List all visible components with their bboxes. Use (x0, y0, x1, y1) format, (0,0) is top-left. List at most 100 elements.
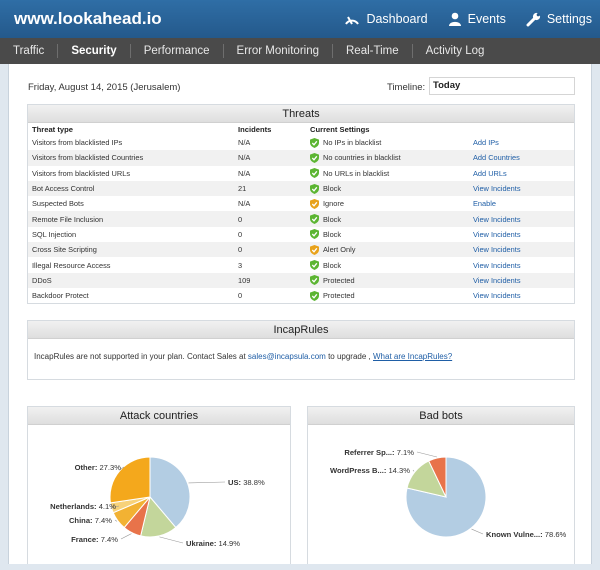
setting-cell: Protected (306, 272, 469, 288)
slice-leader-line (416, 451, 438, 458)
nav-events-label: Events (467, 12, 506, 26)
wrench-icon (526, 12, 540, 26)
incidents-cell: 21 (234, 180, 306, 197)
check-mark (311, 171, 318, 177)
site-domain[interactable]: www.lookahead.io (14, 9, 162, 28)
shield-icon (310, 168, 319, 179)
timeline-label: Timeline: (387, 82, 426, 93)
shield-icon (310, 275, 319, 286)
setting-cell: Ignore (306, 196, 469, 211)
action-cell: View Incidents (469, 257, 574, 272)
check-mark (311, 155, 318, 161)
slice-leader-line (120, 533, 132, 540)
threats-header-row: Threat type Incidents Current Settings (28, 123, 574, 135)
table-row: Visitors from blacklisted Countries N/A No… (28, 150, 574, 166)
what-are-incaprules-link[interactable]: What are IncapRules? (373, 352, 453, 361)
table-row: Bot Access Control 21 Block View Incidents (28, 180, 574, 197)
action-cell: View Incidents (469, 242, 574, 258)
threat-type-cell: Visitors from blacklisted IPs (32, 138, 123, 148)
action-link[interactable]: View Incidents (473, 291, 521, 301)
action-link[interactable]: Enable (473, 199, 497, 209)
slice-label: Known Vulne...: 78.6% (486, 530, 567, 539)
slice-label-value: 4.1% (97, 502, 117, 511)
action-link[interactable]: Add URLs (473, 168, 507, 178)
slice-leader-line (188, 481, 226, 484)
setting-wrapper: Block (310, 229, 469, 240)
shield-shape (310, 260, 319, 271)
nav-settings-label: Settings (546, 12, 592, 26)
shield-shape (310, 137, 319, 148)
slice-label: Netherlands: 4.1% (50, 502, 116, 511)
action-cell: Enable (469, 196, 574, 211)
timeline-select[interactable]: Today (429, 77, 575, 95)
sales-email-link[interactable]: sales@incapsula.com (247, 352, 326, 361)
tab-real-time[interactable]: Real-Time (333, 44, 413, 58)
action-link[interactable]: View Incidents (473, 245, 521, 255)
action-link[interactable]: View Incidents (473, 260, 521, 270)
slice-label-name: WordPress B...: (330, 466, 386, 475)
setting-cell: Block (306, 257, 469, 272)
attack-countries-panel: Attack countries US: 38.8% Ukraine: 14.9%… (27, 406, 291, 564)
table-row: Cross Site Scripting 0 Alert Only View Inci… (28, 242, 574, 258)
table-row: Backdoor Protect 0 Protected View Incidents (28, 288, 574, 303)
table-row: Suspected Bots N/A Ignore Enable (28, 196, 574, 211)
pie-slice[interactable] (428, 456, 447, 498)
setting-cell: No IPs in blacklist (306, 135, 469, 150)
action-cell: Add IPs (469, 135, 574, 150)
incidents-cell: 109 (234, 272, 306, 288)
threats-title: Threats (28, 105, 574, 123)
tab-error-monitoring[interactable]: Error Monitoring (224, 44, 333, 58)
pie-slice[interactable] (149, 456, 191, 529)
slice-label: France: 7.4% (71, 535, 118, 544)
slice-label: US: 38.8% (228, 478, 265, 487)
setting-text: No countries in blacklist (323, 153, 401, 163)
nav-settings[interactable]: Settings (526, 12, 592, 27)
slice-label-name: Other: (75, 463, 98, 472)
check-mark (311, 247, 318, 253)
tab-security[interactable]: Security (58, 44, 131, 58)
tab-traffic[interactable]: Traffic (0, 44, 59, 58)
table-row: DDoS 109 Protected View Incidents (28, 272, 574, 288)
slice-label-value: 7.1% (395, 448, 415, 457)
bad-bots-panel: Bad bots Known Vulne...: 78.6% WordPress … (307, 406, 575, 564)
col-actions (469, 123, 574, 135)
threat-type-cell: Remote File Inclusion (28, 211, 234, 227)
incaprules-message: IncapRules are not supported in your pla… (34, 352, 452, 361)
incidents-cell: 0 (234, 211, 306, 227)
security-page: Friday, August 14, 2015 (Jerusalem) Time… (8, 64, 592, 564)
shield-shape (310, 244, 319, 255)
shield-shape (310, 168, 319, 179)
action-link[interactable]: View Incidents (473, 229, 521, 239)
setting-cell: Block (306, 227, 469, 242)
incidents-cell: 0 (238, 229, 243, 239)
nav-dashboard-label: Dashboard (366, 12, 428, 26)
slice-label-name: Referrer Sp...: (344, 448, 394, 457)
threat-type-cell: Visitors from blacklisted URLs (32, 168, 131, 178)
shield-icon (310, 152, 319, 163)
bad-bots-title: Bad bots (308, 407, 574, 425)
shield-shape (310, 275, 319, 286)
action-link[interactable]: View Incidents (473, 275, 521, 285)
nav-events[interactable]: Events (448, 12, 506, 26)
action-link[interactable]: View Incidents (473, 184, 521, 194)
action-link[interactable]: Add IPs (473, 138, 499, 148)
shield-shape (310, 290, 319, 301)
shield-icon (310, 183, 319, 194)
slice-label-value: 78.6% (543, 530, 567, 539)
nav-dashboard[interactable]: Dashboard (344, 12, 428, 26)
action-link[interactable]: View Incidents (473, 214, 521, 224)
check-mark (311, 278, 318, 284)
action-cell: Add Countries (469, 150, 574, 166)
tab-activity-log[interactable]: Activity Log (425, 45, 485, 57)
setting-wrapper: Protected (310, 275, 469, 286)
action-cell: Add URLs (469, 166, 574, 181)
shield-icon (310, 137, 319, 148)
slice-leader-line (412, 469, 415, 472)
action-link[interactable]: Add Countries (473, 153, 520, 163)
incidents-cell: 3 (238, 260, 243, 270)
table-row: Remote File Inclusion 0 Block View Incident… (28, 211, 574, 227)
incidents-cell: N/A (234, 150, 306, 166)
tab-performance[interactable]: Performance (131, 44, 224, 58)
pie-slice[interactable] (109, 456, 151, 504)
setting-text: Protected (323, 275, 355, 285)
